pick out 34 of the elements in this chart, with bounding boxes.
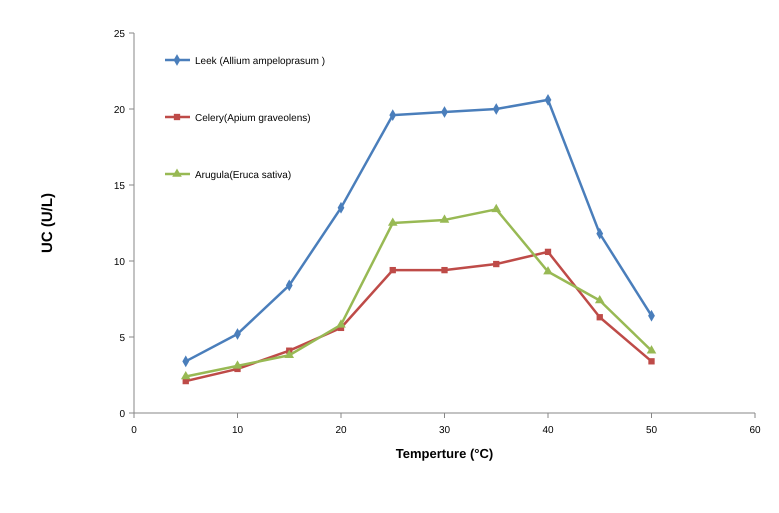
x-tick-label: 10 (232, 425, 244, 436)
point (390, 266, 396, 274)
point (491, 204, 502, 212)
x-tick-label: 60 (749, 425, 761, 436)
y-tick-label: 10 (114, 257, 126, 268)
y-tick-label: 15 (114, 181, 126, 192)
point (440, 214, 450, 223)
point (596, 314, 603, 320)
y-tick-label: 5 (119, 333, 126, 344)
legend-label: Arugula(Eruca sativa) (195, 170, 292, 181)
point (388, 217, 398, 226)
x-tick-label: 40 (542, 425, 554, 436)
point (232, 360, 242, 369)
point (543, 266, 553, 274)
y-tick-label: 25 (114, 29, 126, 40)
x-tick-label: 20 (335, 425, 347, 436)
y-axis-title: UC (U/L) (39, 193, 56, 253)
x-tick-label: 50 (646, 425, 658, 436)
point (544, 248, 552, 256)
y-tick-label: 0 (119, 409, 126, 420)
point (180, 370, 191, 380)
point (493, 260, 500, 268)
point (648, 358, 655, 364)
legend-label: Leek (Allium ampeloprasum ) (195, 56, 326, 67)
point (336, 319, 346, 328)
point (284, 350, 294, 358)
point (594, 294, 605, 304)
x-axis-title: Temperture (°C) (396, 446, 494, 461)
point (441, 266, 448, 274)
x-tick-label: 30 (438, 425, 450, 436)
y-tick-label: 20 (114, 105, 126, 116)
x-tick-label: 0 (131, 425, 138, 436)
point (646, 345, 656, 354)
legend-label: Celery(Apium graveolens) (195, 113, 311, 124)
